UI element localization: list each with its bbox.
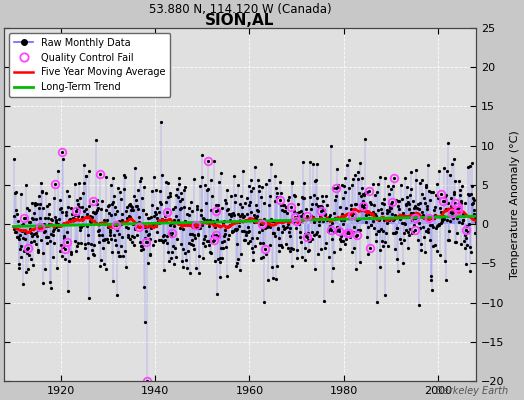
Title: SION,AL: SION,AL	[205, 13, 275, 28]
Text: 53.880 N, 114.120 W (Canada): 53.880 N, 114.120 W (Canada)	[149, 2, 331, 16]
Text: Berkeley Earth: Berkeley Earth	[436, 386, 508, 396]
Legend: Raw Monthly Data, Quality Control Fail, Five Year Moving Average, Long-Term Tren: Raw Monthly Data, Quality Control Fail, …	[9, 33, 170, 97]
Y-axis label: Temperature Anomaly (°C): Temperature Anomaly (°C)	[510, 130, 520, 279]
